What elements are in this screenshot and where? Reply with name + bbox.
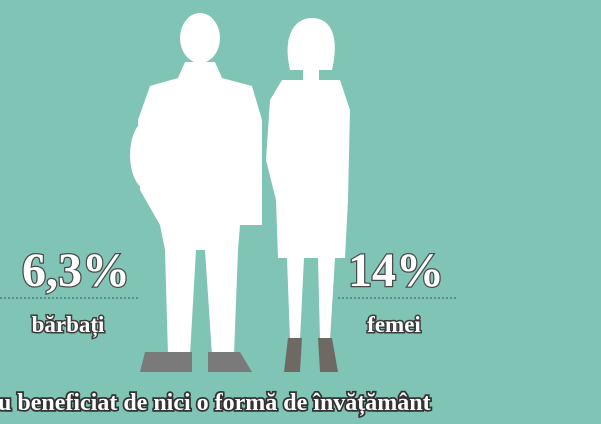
man-silhouette: [130, 13, 262, 355]
woman-silhouette: [266, 18, 350, 340]
man-shoes: [140, 352, 252, 372]
women-label: femei: [367, 312, 421, 337]
caption: au beneficiat de nici o formă de învățăm…: [0, 390, 431, 416]
men-value: 6,3%: [22, 244, 130, 297]
women-value: 14%: [348, 244, 444, 297]
woman-shoes: [284, 338, 338, 372]
men-label: bărbați: [32, 312, 105, 338]
